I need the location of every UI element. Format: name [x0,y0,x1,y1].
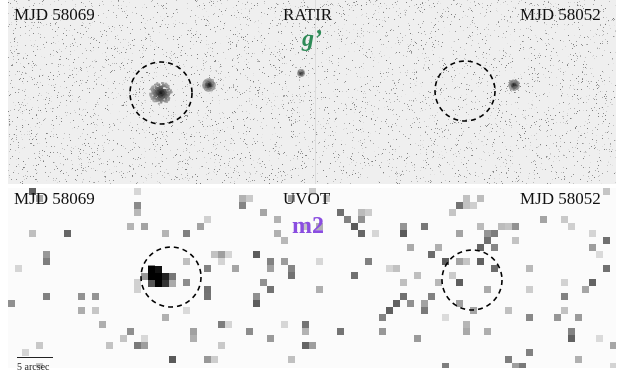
faint-source-center [297,69,305,77]
aperture-circle-ratir-right [434,60,496,122]
neighbor-star-right [508,79,520,91]
ratir-noise-field [8,0,616,184]
uvot-filter-label: m2 [292,213,324,239]
ratir-instrument-label: RATIR [283,5,333,24]
bright-source-left [149,82,173,105]
ratir-left-date: MJD 58069 [14,5,95,24]
ratir-image-panel [8,0,616,184]
uvot-left-date: MJD 58069 [14,189,95,208]
uvot-image-panel [8,188,616,368]
uvot-instrument-label: UVOT [283,189,331,208]
ratir-right-date: MJD 58052 [520,5,601,24]
aperture-circle-ratir-left [129,61,193,125]
ratir-filter-label: g’ [302,26,322,52]
aperture-circle-uvot-right [441,249,503,311]
uvot-right-date: MJD 58052 [520,189,601,208]
aperture-circle-uvot-left [140,246,202,308]
uvot-pixel-field [8,188,616,368]
uv-source-left [141,266,176,287]
scale-bar-label: 5 arcsec [17,362,50,373]
neighbor-star-left [202,78,216,92]
scale-bar [17,357,53,358]
